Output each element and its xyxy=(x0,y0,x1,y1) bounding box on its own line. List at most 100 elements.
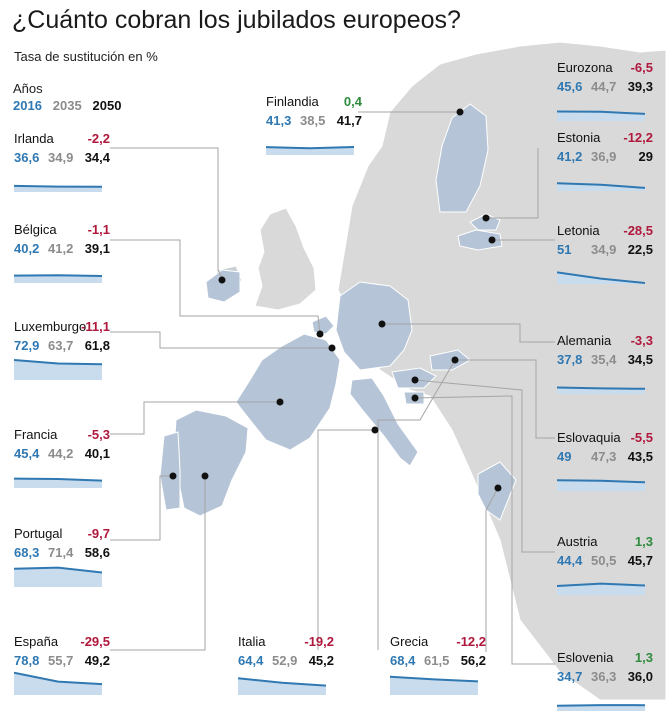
belgica-name: Bélgica xyxy=(14,222,57,237)
irlanda-name: Irlanda xyxy=(14,131,54,146)
dot-france xyxy=(276,398,284,406)
francia-values: 45,4 44,2 40,1 xyxy=(14,446,110,462)
austria-values: 44,4 50,5 45,7 xyxy=(557,553,653,569)
leader-spain xyxy=(110,476,206,651)
legend-year-2016: 2016 xyxy=(13,98,42,113)
eurozona-value-2050: 39,3 xyxy=(627,79,653,94)
luxemburgo-value-2035: 63,7 xyxy=(48,338,74,353)
eslovenia-value-2035: 36,3 xyxy=(591,669,617,684)
eurozona-sparkline-line xyxy=(557,110,645,115)
luxemburgo-sparkline-line xyxy=(14,359,102,366)
austria-sparkline-area xyxy=(557,583,645,595)
estonia-sparkline-area xyxy=(557,183,645,191)
italia-name: Italia xyxy=(238,634,266,649)
austria-value-2050: 45,7 xyxy=(627,553,653,568)
letonia-sparkline-line xyxy=(557,271,645,284)
leader-luxembourg xyxy=(110,331,330,349)
alemania-value-2050: 34,5 xyxy=(627,352,653,367)
espana-sparkline-line xyxy=(14,671,102,686)
dot-spain xyxy=(201,472,209,480)
dot-germany xyxy=(378,320,386,328)
portugal-values: 68,3 71,4 58,6 xyxy=(14,545,110,561)
finlandia-name: Finlandia xyxy=(266,94,319,109)
map-eurozone-land xyxy=(159,103,517,521)
italia-value-2050: 45,2 xyxy=(308,653,334,668)
finlandia-sparkline xyxy=(266,146,354,155)
portugal-name: Portugal xyxy=(14,526,63,541)
finlandia-value-2050: 41,7 xyxy=(336,113,362,128)
dot-belgium xyxy=(316,330,324,338)
irlanda-change: -2,2 xyxy=(87,131,110,146)
portugal-value-2016: 68,3 xyxy=(14,545,40,560)
finlandia-sparkline-area xyxy=(266,147,354,155)
francia-value-2016: 45,4 xyxy=(14,446,40,461)
italia-sparkline xyxy=(238,677,326,695)
dot-slovakia xyxy=(451,356,459,364)
eurozona-change: -6,5 xyxy=(630,60,653,75)
map-belgium xyxy=(311,315,335,335)
leader-slovenia xyxy=(414,395,555,665)
estonia-sparkline xyxy=(557,182,645,191)
luxemburgo-name: Luxemburgo xyxy=(14,319,87,334)
map-italy xyxy=(349,377,419,467)
belgica-sparkline-area xyxy=(14,275,102,283)
francia-sparkline-line xyxy=(14,477,102,482)
francia-value-2050: 40,1 xyxy=(84,446,110,461)
grecia-value-2035: 61,5 xyxy=(424,653,450,668)
legend-label: Años xyxy=(13,81,43,96)
alemania-sparkline xyxy=(557,386,645,394)
legend-year-2050: 2050 xyxy=(92,98,122,113)
map-spain xyxy=(173,409,249,517)
leader-belgium xyxy=(110,239,321,335)
leader-estonia xyxy=(486,148,539,219)
eurozona-values: 45,6 44,7 39,3 xyxy=(557,79,653,95)
eslovaquia-value-2016: 49 xyxy=(557,449,572,464)
francia-value-2035: 44,2 xyxy=(48,446,74,461)
eurozona-name: Eurozona xyxy=(557,60,613,75)
italia-sparkline-line xyxy=(238,677,326,687)
belgica-value-2050: 39,1 xyxy=(84,241,110,256)
finlandia-sparkline-line xyxy=(266,146,354,150)
legend-year-2035: 2035 xyxy=(52,98,82,113)
letonia-change: -28,5 xyxy=(623,223,653,238)
eurozona-value-2016: 45,6 xyxy=(557,79,583,94)
finlandia-value-2035: 38,5 xyxy=(300,113,326,128)
chart-title: ¿Cuánto cobran los jubilados europeos? xyxy=(12,6,461,34)
portugal-sparkline xyxy=(14,566,102,587)
francia-sparkline xyxy=(14,477,102,488)
map-slovakia xyxy=(429,349,471,371)
estonia-values: 41,2 36,9 29 xyxy=(557,149,653,165)
irlanda-value-2016: 36,6 xyxy=(14,150,40,165)
finlandia-change: 0,4 xyxy=(343,94,362,109)
eslovaquia-sparkline-area xyxy=(557,480,645,491)
espana-change: -29,5 xyxy=(80,634,110,649)
eslovenia-name: Eslovenia xyxy=(557,650,614,665)
estonia-change: -12,2 xyxy=(623,130,653,145)
finlandia-values: 41,3 38,5 41,7 xyxy=(266,113,362,129)
portugal-sparkline-line xyxy=(14,566,102,574)
belgica-value-2016: 40,2 xyxy=(14,241,40,256)
leader-lines xyxy=(110,111,555,665)
eslovaquia-value-2035: 47,3 xyxy=(591,449,617,464)
eslovenia-sparkline-line xyxy=(557,704,645,707)
alemania-sparkline-line xyxy=(557,386,645,390)
irlanda-values: 36,6 34,9 34,4 xyxy=(14,150,110,166)
eslovaquia-values: 49 47,3 43,5 xyxy=(557,449,653,465)
estonia-value-2050: 29 xyxy=(638,149,653,164)
eslovenia-sparkline xyxy=(557,704,645,711)
alemania-value-2035: 35,4 xyxy=(591,352,617,367)
letonia-value-2035: 34,9 xyxy=(591,242,617,257)
map-finland xyxy=(435,103,489,213)
austria-name: Austria xyxy=(557,534,598,549)
dot-ireland xyxy=(218,276,226,284)
dot-austria xyxy=(411,376,419,384)
irlanda-sparkline-line xyxy=(14,184,102,188)
dot-luxembourg xyxy=(328,344,336,352)
leader-france xyxy=(110,401,280,435)
belgica-change: -1,1 xyxy=(87,222,110,237)
belgica-values: 40,2 41,2 39,1 xyxy=(14,241,110,257)
eslovenia-value-2050: 36,0 xyxy=(627,669,653,684)
portugal-value-2035: 71,4 xyxy=(48,545,74,560)
irlanda-value-2035: 34,9 xyxy=(48,150,74,165)
